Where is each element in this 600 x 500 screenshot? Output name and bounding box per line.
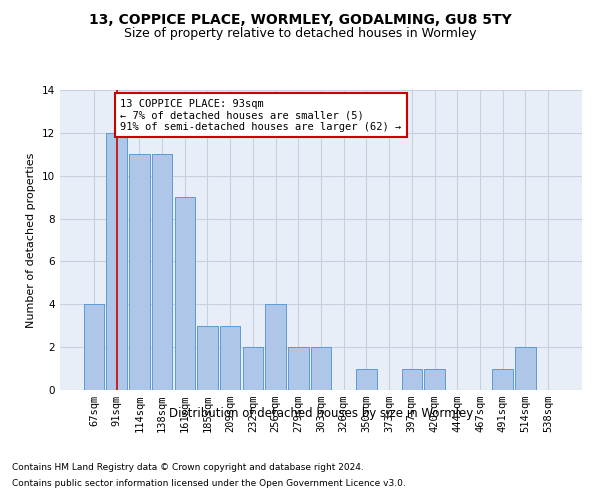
Bar	[265, 304, 286, 390]
Bar	[424, 368, 445, 390]
Y-axis label: Number of detached properties: Number of detached properties	[26, 152, 37, 328]
Text: Contains HM Land Registry data © Crown copyright and database right 2024.: Contains HM Land Registry data © Crown c…	[12, 464, 364, 472]
Bar	[220, 326, 241, 390]
Bar	[493, 368, 513, 390]
Bar	[106, 133, 127, 390]
Bar	[84, 304, 104, 390]
Bar	[175, 197, 195, 390]
Bar	[152, 154, 172, 390]
Bar	[129, 154, 149, 390]
Bar	[401, 368, 422, 390]
Bar	[356, 368, 377, 390]
Text: 13 COPPICE PLACE: 93sqm
← 7% of detached houses are smaller (5)
91% of semi-deta: 13 COPPICE PLACE: 93sqm ← 7% of detached…	[120, 98, 401, 132]
Text: Distribution of detached houses by size in Wormley: Distribution of detached houses by size …	[169, 408, 473, 420]
Bar	[197, 326, 218, 390]
Bar	[311, 347, 331, 390]
Bar	[515, 347, 536, 390]
Bar	[242, 347, 263, 390]
Text: Contains public sector information licensed under the Open Government Licence v3: Contains public sector information licen…	[12, 478, 406, 488]
Text: 13, COPPICE PLACE, WORMLEY, GODALMING, GU8 5TY: 13, COPPICE PLACE, WORMLEY, GODALMING, G…	[89, 12, 511, 26]
Text: Size of property relative to detached houses in Wormley: Size of property relative to detached ho…	[124, 28, 476, 40]
Bar	[288, 347, 308, 390]
